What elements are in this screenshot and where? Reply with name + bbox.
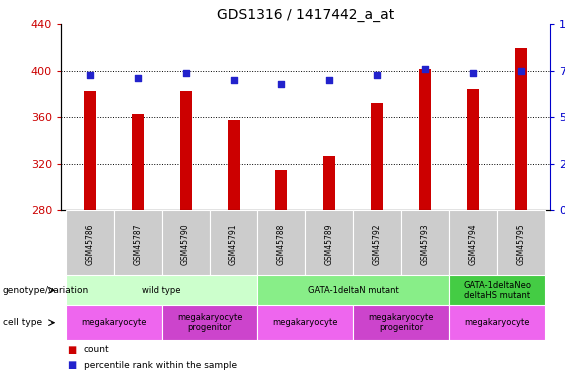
Text: GSM45787: GSM45787 — [133, 224, 142, 265]
Bar — [515, 48, 527, 210]
Bar — [66, 305, 162, 340]
Text: wild type: wild type — [142, 286, 181, 295]
Text: GATA-1deltaN mutant: GATA-1deltaN mutant — [308, 286, 399, 295]
Text: megakaryocyte: megakaryocyte — [464, 318, 530, 327]
Point — [277, 81, 286, 87]
Text: GSM45788: GSM45788 — [277, 224, 286, 265]
Bar — [323, 156, 336, 210]
Point — [229, 77, 238, 83]
Point — [421, 66, 430, 72]
Text: GSM45789: GSM45789 — [325, 224, 334, 265]
Point — [516, 68, 525, 74]
Bar — [66, 275, 258, 305]
Bar — [84, 91, 95, 210]
Text: megakaryocyte: megakaryocyte — [81, 318, 146, 327]
Text: ■: ■ — [67, 345, 76, 355]
Text: megakaryocyte
progenitor: megakaryocyte progenitor — [177, 313, 242, 332]
Text: genotype/variation: genotype/variation — [3, 286, 89, 295]
Bar — [162, 305, 258, 340]
Bar — [353, 210, 401, 275]
Bar — [401, 210, 449, 275]
Bar — [162, 210, 210, 275]
Point — [133, 75, 142, 81]
Bar — [353, 305, 449, 340]
Bar — [258, 305, 353, 340]
Point — [373, 72, 382, 78]
Bar — [497, 210, 545, 275]
Point — [181, 70, 190, 76]
Text: GSM45793: GSM45793 — [421, 223, 429, 265]
Text: GSM45794: GSM45794 — [468, 223, 477, 265]
Bar — [467, 90, 479, 210]
Text: megakaryocyte
progenitor: megakaryocyte progenitor — [368, 313, 434, 332]
Bar — [449, 275, 545, 305]
Bar — [228, 120, 240, 210]
Bar — [449, 210, 497, 275]
Bar — [66, 210, 114, 275]
Text: cell type: cell type — [3, 318, 42, 327]
Text: GSM45790: GSM45790 — [181, 223, 190, 265]
Bar — [210, 210, 258, 275]
Title: GDS1316 / 1417442_a_at: GDS1316 / 1417442_a_at — [217, 8, 394, 22]
Bar — [306, 210, 353, 275]
Bar — [258, 210, 306, 275]
Bar — [114, 210, 162, 275]
Point — [85, 72, 94, 78]
Bar — [258, 275, 449, 305]
Text: count: count — [84, 345, 109, 354]
Bar — [449, 305, 545, 340]
Point — [468, 70, 477, 76]
Text: megakaryocyte: megakaryocyte — [273, 318, 338, 327]
Bar — [275, 170, 288, 210]
Text: GSM45786: GSM45786 — [85, 224, 94, 265]
Bar — [180, 91, 192, 210]
Bar — [419, 69, 431, 210]
Text: GSM45792: GSM45792 — [373, 224, 382, 265]
Text: ■: ■ — [67, 360, 76, 370]
Text: GSM45795: GSM45795 — [516, 223, 525, 265]
Bar — [132, 114, 144, 210]
Text: percentile rank within the sample: percentile rank within the sample — [84, 361, 237, 370]
Text: GATA-1deltaNeo
deltaHS mutant: GATA-1deltaNeo deltaHS mutant — [463, 280, 531, 300]
Bar — [371, 104, 383, 210]
Point — [325, 77, 334, 83]
Text: GSM45791: GSM45791 — [229, 224, 238, 265]
